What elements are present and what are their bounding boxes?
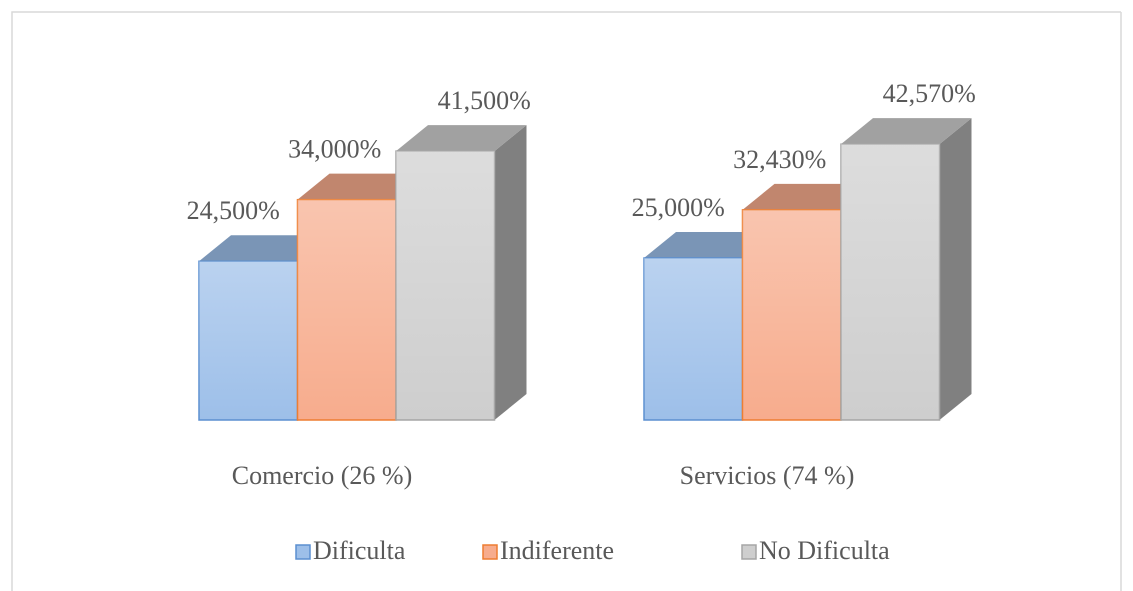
data-label: 24,500%: [187, 196, 280, 225]
legend-label: Indiferente: [500, 536, 614, 565]
legend-swatch: [295, 544, 311, 560]
data-label: 41,500%: [438, 86, 531, 115]
bar-shine: [199, 261, 298, 420]
bar-shine: [396, 151, 495, 420]
bar-side: [494, 125, 527, 420]
legend-swatch: [741, 544, 757, 560]
x-tick-label: Servicios (74 %): [680, 461, 855, 490]
bar-shine: [297, 199, 396, 420]
legend-swatch: [482, 544, 498, 560]
bar-top: [841, 118, 972, 145]
bar-side: [939, 118, 972, 421]
data-label: 34,000%: [288, 135, 381, 164]
bar-top: [396, 125, 527, 152]
chart-frame: [11, 11, 1121, 591]
legend-label: Dificulta: [313, 536, 406, 565]
data-label: 42,570%: [883, 79, 976, 108]
data-label: 25,000%: [632, 193, 725, 222]
x-tick-label: Comercio (26 %): [232, 461, 413, 490]
bar-shine: [841, 144, 940, 420]
bar-shine: [644, 258, 743, 420]
data-label: 32,430%: [733, 145, 826, 174]
legend-label: No Dificulta: [759, 536, 890, 565]
bar-shine: [742, 209, 841, 420]
